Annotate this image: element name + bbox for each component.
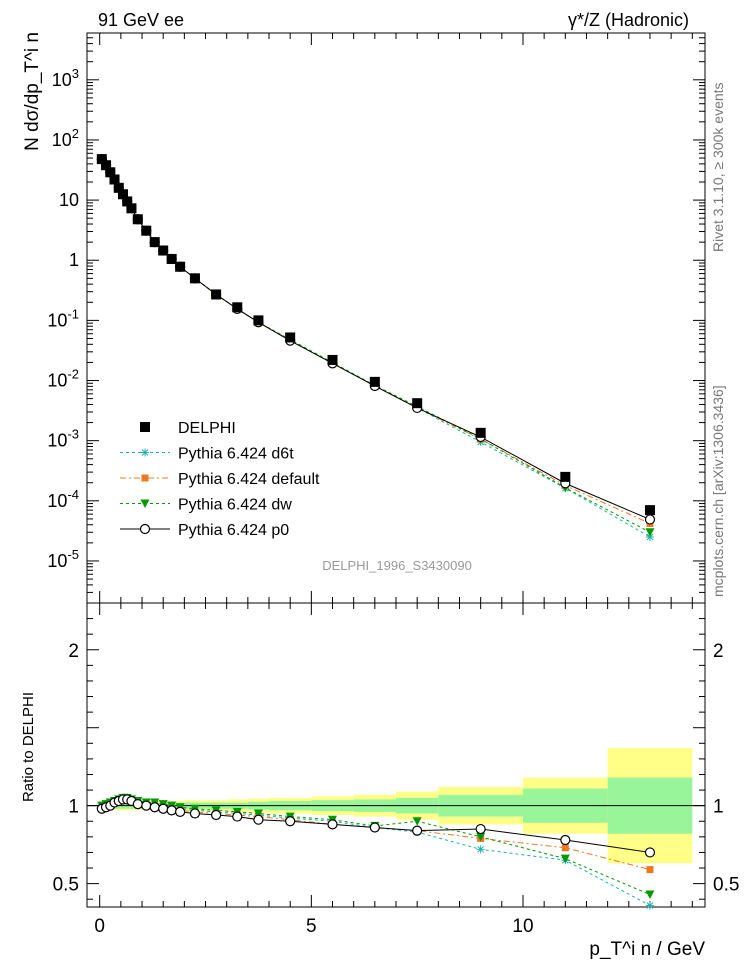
main-series-point — [166, 253, 177, 264]
main-ytick-label: 10-3 — [47, 427, 79, 451]
x-axis-label: p_T^i n / GeV — [589, 939, 705, 960]
main-ytick-label: 10-2 — [47, 367, 79, 391]
main-ylabel: N dσ/dp_T^i n — [22, 32, 43, 151]
main-series-point — [117, 189, 128, 200]
main-panel: 10-5 10-4 10-3 10-2 10-1 1 10 102 103 — [47, 32, 706, 604]
legend-marker — [141, 474, 149, 482]
ratio-series-point — [476, 832, 486, 842]
main-series-point — [475, 427, 486, 438]
process-label: 91 GeV ee — [98, 10, 184, 30]
ratio-panel: 0.5 0.5 1 1 2 2 0 5 10 — [53, 602, 739, 937]
main-series-point — [189, 273, 200, 284]
ratio-series-point — [561, 844, 569, 852]
ratio-series-point — [412, 817, 422, 826]
main-series-point — [122, 196, 133, 207]
main-ytick-label: 102 — [52, 126, 79, 150]
ratio-series-point — [327, 819, 338, 830]
main-series-point — [560, 471, 571, 482]
legend-entry-label: Pythia 6.424 d6t — [178, 446, 294, 463]
legend-entry-label: Pythia 6.424 default — [178, 471, 320, 488]
ratio-series-point — [645, 890, 655, 900]
legend: DELPHI Pythia 6.424 d6t Pythia 6.424 defau… — [120, 420, 320, 539]
main-series-point — [644, 514, 656, 525]
main-series-point — [126, 203, 137, 214]
main-series-point — [285, 332, 296, 343]
main-series-point — [158, 245, 169, 256]
ratio-series-point — [475, 823, 486, 835]
ratio-series-point — [285, 816, 296, 827]
main-series-point — [253, 315, 264, 326]
ratio-series-point — [189, 808, 201, 819]
legend-entry-label: Pythia 6.424 p0 — [178, 522, 289, 539]
ratio-series-point — [369, 822, 380, 833]
main-series-point — [327, 354, 338, 365]
main-series-point — [101, 160, 112, 171]
ratio-series-point — [166, 805, 177, 816]
legend-marker — [140, 499, 150, 508]
main-series-point — [141, 225, 152, 236]
main-series-point — [96, 154, 107, 165]
ratio-ytick-label-left: 1 — [68, 797, 79, 818]
ratio-ytick-label-right: 1 — [713, 797, 724, 818]
ratio-series-point — [141, 800, 152, 811]
main-ytick-label: 10 — [59, 190, 79, 210]
main-series-point — [644, 505, 655, 516]
main-series-point — [211, 289, 222, 300]
main-series-point — [109, 174, 120, 185]
ratio-ytick-label-right: 0.5 — [713, 875, 739, 896]
ratio-series-point — [253, 809, 263, 818]
ratio-series-point — [149, 802, 160, 813]
ratio-series-point — [560, 834, 571, 846]
ratio-series-point — [232, 811, 243, 822]
ratio-xtick-label: 10 — [512, 916, 533, 937]
main-series-point — [105, 167, 116, 178]
ratio-series-point — [132, 799, 143, 810]
main-series-point — [645, 528, 655, 537]
ratio-series-point — [646, 866, 654, 874]
legend-entry-label: Pythia 6.424 dw — [178, 497, 292, 514]
main-ytick-label: 10-4 — [47, 487, 79, 511]
main-ytick-label: 103 — [52, 66, 79, 90]
main-series-point — [132, 214, 143, 225]
main-ytick-label: 1 — [69, 250, 79, 270]
legend-marker — [141, 448, 149, 457]
legend-marker — [140, 422, 150, 432]
ratio-ytick-label-left: 2 — [68, 641, 79, 662]
ratio-series-point — [211, 809, 222, 821]
legend-entry-label: DELPHI — [178, 420, 236, 437]
main-series-line — [101, 158, 651, 524]
ratio-ytick-label-right: 2 — [713, 641, 724, 662]
ratio-series-point — [253, 814, 264, 825]
ratio-series-point — [412, 825, 423, 836]
main-series-point — [369, 376, 380, 387]
ratio-series-point — [476, 845, 485, 854]
ratio-series-point — [645, 901, 654, 910]
main-series-point — [149, 237, 160, 248]
legend-marker — [139, 523, 151, 535]
ratio-series-point — [560, 854, 570, 864]
main-series-point — [645, 533, 654, 542]
ratio-xtick-label: 0 — [94, 916, 105, 937]
channel-label: γ*/Z (Hadronic) — [568, 10, 689, 30]
main-series-line — [101, 158, 651, 520]
main-series-point — [412, 398, 423, 409]
main-series-point — [232, 302, 243, 313]
ratio-xtick-label: 5 — [306, 916, 317, 937]
rivet-label: Rivet 3.1.10, ≥ 300k events — [710, 82, 726, 252]
analysis-id: DELPHI_1996_S3430090 — [322, 558, 472, 573]
ratio-series-point — [175, 806, 186, 818]
main-ytick-label: 10-5 — [47, 547, 79, 571]
main-series-point — [175, 261, 186, 272]
source-label: mcplots.cern.ch [arXiv:1306.3436] — [710, 385, 726, 597]
main-ytick-label: 10-1 — [47, 306, 79, 330]
ratio-ytick-label-left: 0.5 — [53, 875, 79, 896]
main-series-point — [113, 182, 124, 193]
ratio-series-point — [158, 803, 169, 814]
ratio-ylabel: Ratio to DELPHI — [20, 692, 37, 802]
ratio-series-point — [644, 847, 656, 858]
main-frame — [86, 32, 706, 604]
